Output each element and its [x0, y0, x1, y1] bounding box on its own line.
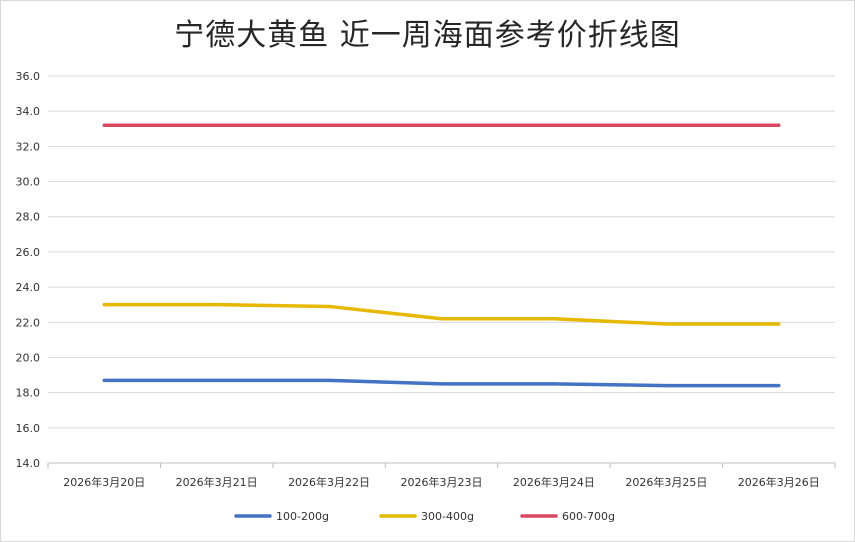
y-tick-label: 34.0	[16, 105, 41, 118]
series-line-300-400g	[102, 302, 781, 326]
chart-title: 宁德大黄鱼 近一周海面参考价折线图	[174, 18, 681, 53]
x-tick-label: 2026年3月24日	[513, 475, 595, 489]
x-tick-label: 2026年3月20日	[63, 475, 145, 489]
legend-label: 300-400g	[421, 510, 474, 523]
y-tick-label: 30.0	[16, 176, 41, 189]
y-tick-label: 20.0	[16, 351, 41, 364]
legend-label: 600-700g	[562, 510, 615, 523]
x-tick-label: 2026年3月25日	[625, 475, 707, 489]
y-tick-label: 16.0	[16, 422, 41, 435]
x-tick-label: 2026年3月26日	[738, 475, 820, 489]
y-tick-label: 22.0	[16, 316, 41, 329]
y-tick-label: 36.0	[16, 70, 41, 83]
y-tick-label: 28.0	[16, 211, 41, 224]
x-tick-label: 2026年3月21日	[176, 475, 258, 489]
legend-label: 100-200g	[276, 510, 329, 523]
x-tick-label: 2026年3月23日	[401, 475, 483, 489]
y-tick-label: 14.0	[16, 457, 41, 470]
series-line-100-200g	[102, 378, 781, 388]
x-tick-label: 2026年3月22日	[288, 475, 370, 489]
y-tick-label: 26.0	[16, 246, 41, 259]
y-tick-label: 32.0	[16, 140, 41, 153]
y-tick-label: 24.0	[16, 281, 41, 294]
y-tick-label: 18.0	[16, 387, 41, 400]
